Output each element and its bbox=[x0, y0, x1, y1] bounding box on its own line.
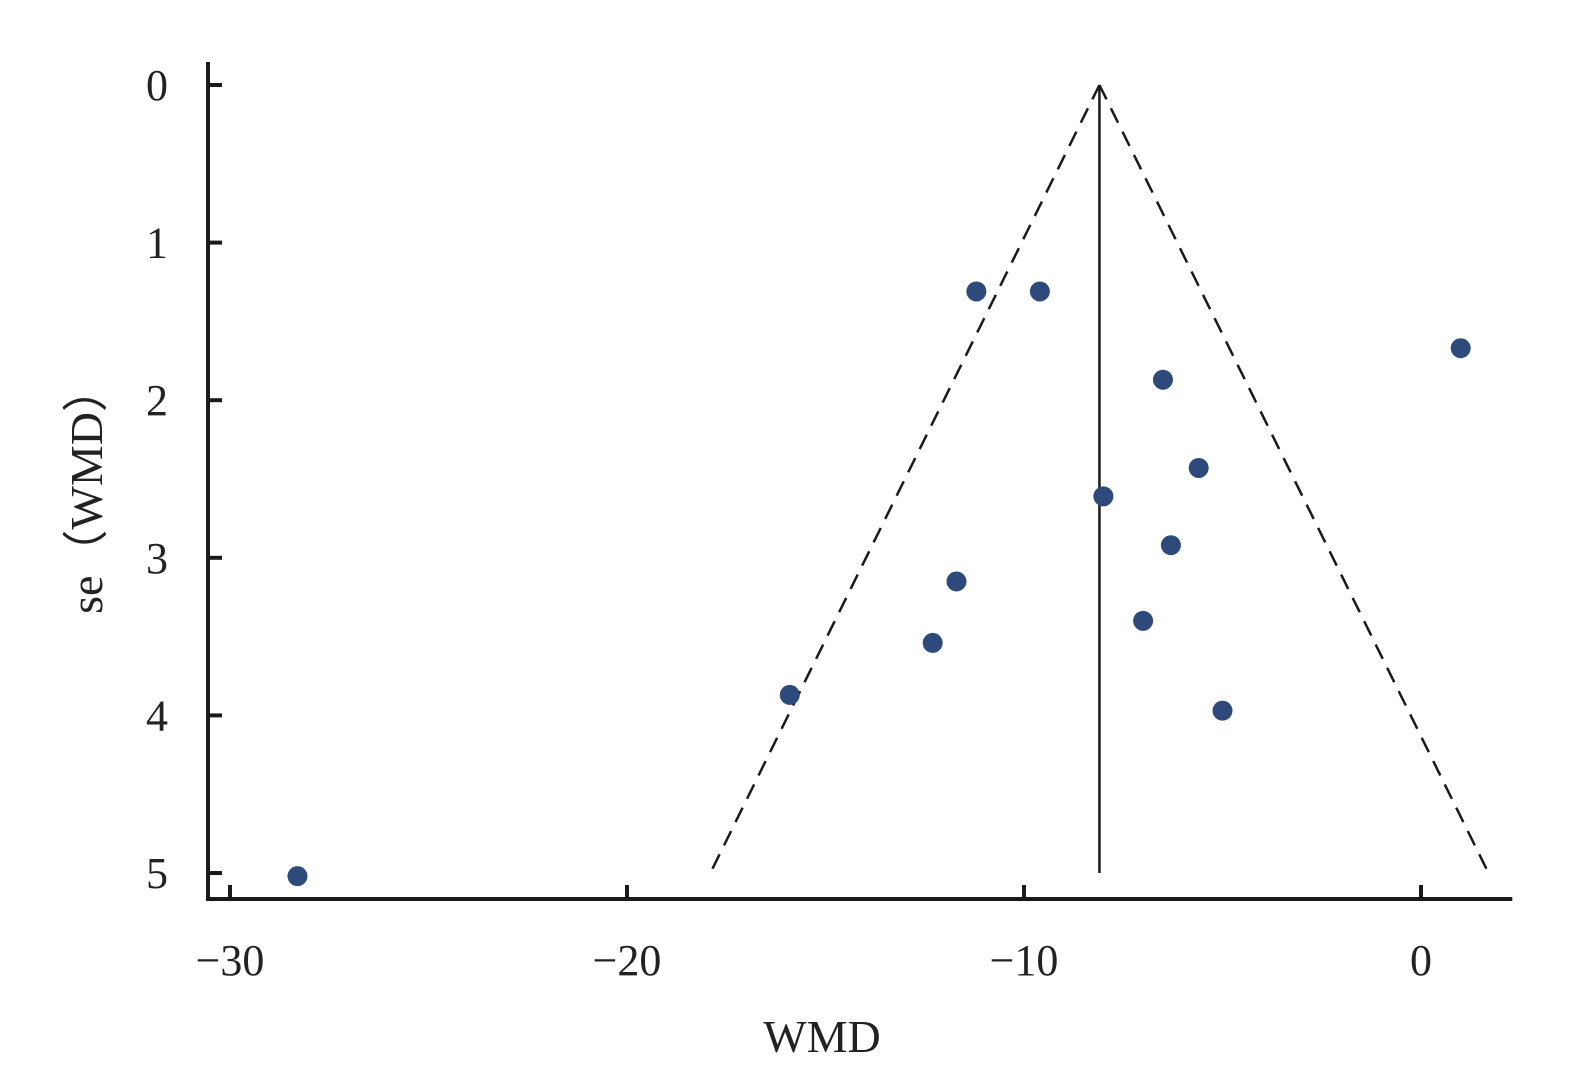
study-point bbox=[287, 866, 308, 887]
x-tick-label: 0 bbox=[1410, 936, 1432, 985]
x-tick-label: −20 bbox=[593, 936, 662, 985]
study-point bbox=[1160, 535, 1181, 556]
study-point bbox=[1188, 457, 1209, 478]
study-point bbox=[922, 632, 943, 653]
y-tick-label: 4 bbox=[146, 691, 168, 740]
y-tick-label: 5 bbox=[146, 849, 168, 898]
y-tick-label: 0 bbox=[146, 61, 168, 110]
study-point bbox=[946, 571, 967, 592]
x-tick-label: −30 bbox=[196, 936, 265, 985]
x-tick-label: −10 bbox=[990, 936, 1059, 985]
study-point bbox=[1093, 486, 1114, 507]
funnel-right-limit bbox=[1098, 84, 1490, 874]
study-point bbox=[966, 281, 987, 302]
data-points bbox=[287, 281, 1471, 887]
study-point bbox=[1212, 700, 1233, 721]
x-axis-title: WMD bbox=[763, 1011, 881, 1062]
funnel-lines bbox=[709, 84, 1490, 874]
y-tick-label: 1 bbox=[146, 219, 168, 268]
study-point bbox=[1450, 338, 1471, 359]
y-tick-label: 3 bbox=[146, 534, 168, 583]
axes bbox=[206, 62, 1513, 901]
x-axis-ticks: −30 −20 −10 0 bbox=[196, 885, 1432, 985]
funnel-left-limit bbox=[709, 84, 1101, 874]
study-point bbox=[1029, 281, 1050, 302]
study-point bbox=[1152, 369, 1173, 390]
y-axis-title: se（WMD） bbox=[61, 366, 112, 614]
study-point bbox=[1133, 610, 1154, 631]
y-axis-ticks: 0 1 2 3 4 5 bbox=[146, 61, 222, 898]
study-point bbox=[779, 684, 800, 705]
y-tick-label: 2 bbox=[146, 376, 168, 425]
